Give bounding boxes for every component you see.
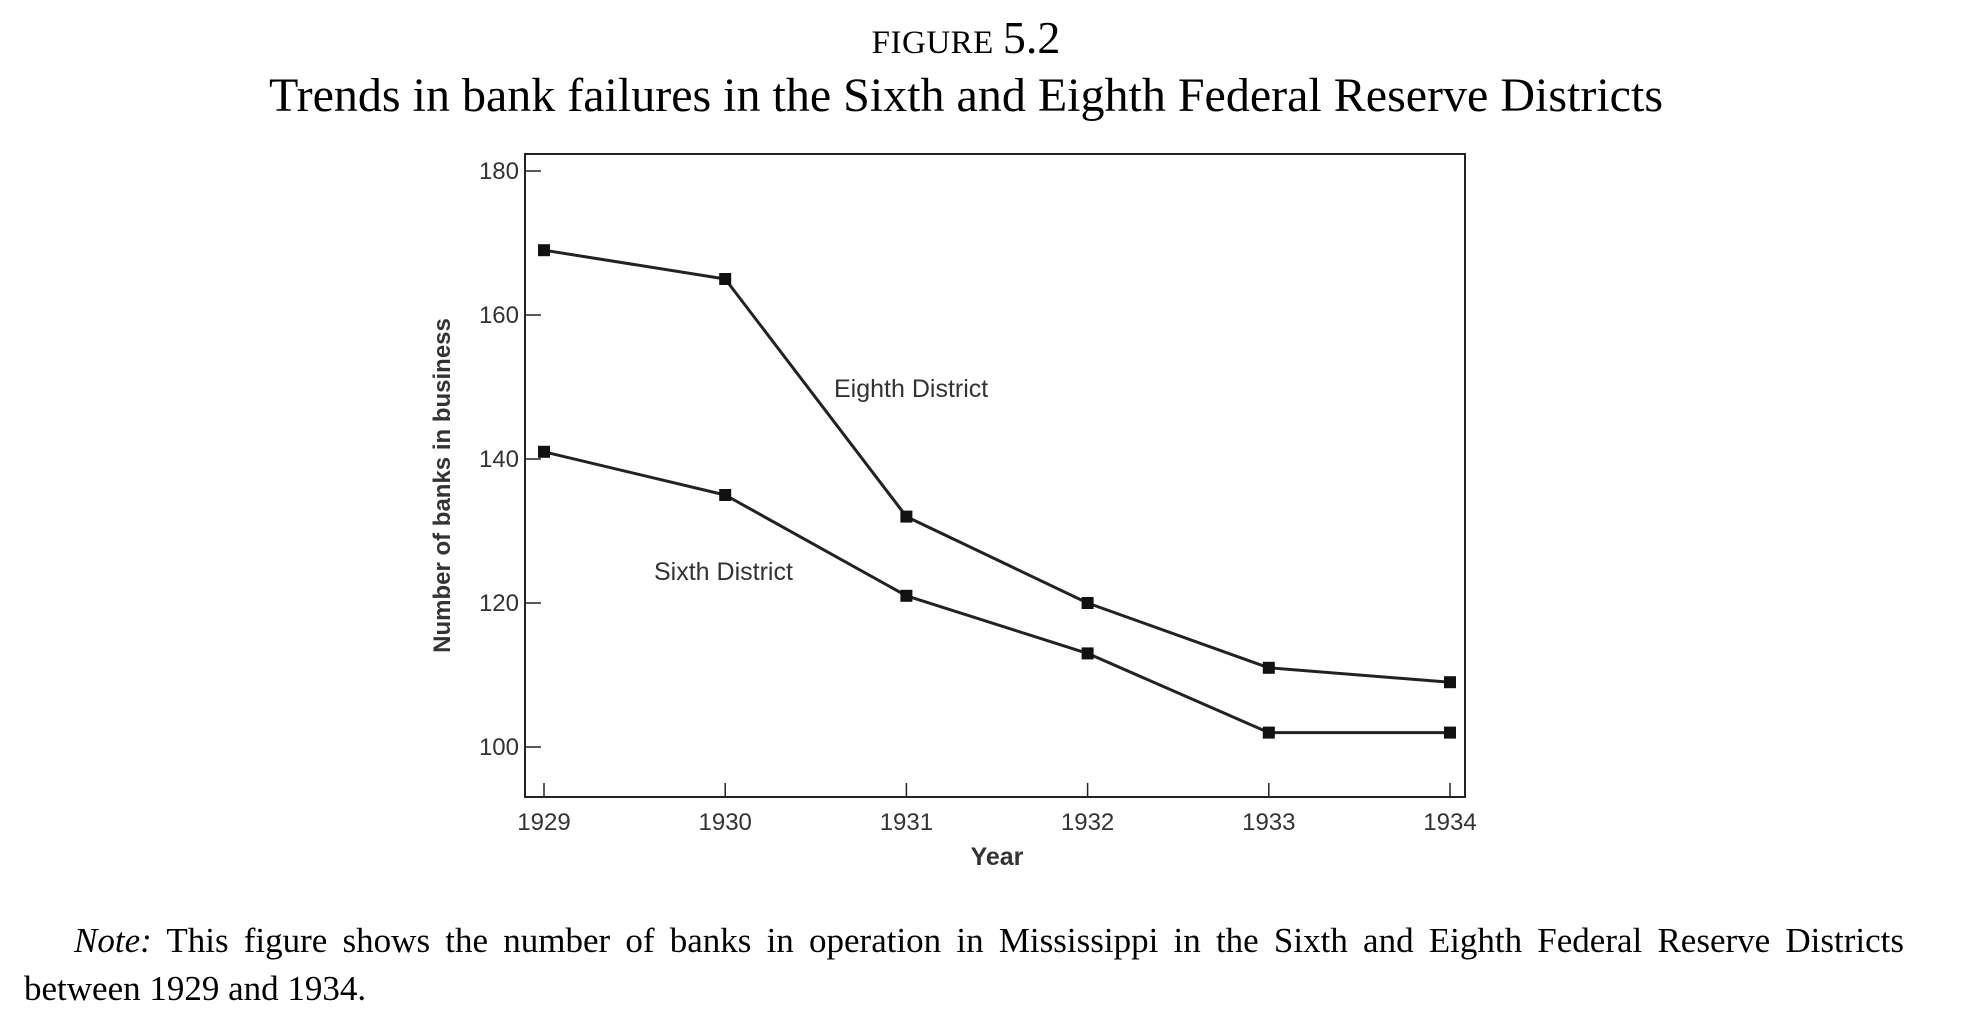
data-point-eighth-district — [719, 273, 732, 285]
data-point-eighth-district — [900, 510, 913, 523]
data-point-sixth-district — [1262, 726, 1275, 739]
figure-note: Note: This figure shows the number of ba… — [24, 917, 1904, 1013]
x-tick-label: 1930 — [699, 809, 752, 836]
y-tick-label: 180 — [479, 158, 519, 185]
x-tick-label: 1932 — [1061, 809, 1114, 836]
line-chart: 100 120 140 160 180 1929 1930 1931 1932 1933 1934 Y… — [429, 153, 1477, 871]
x-axis-label: Year — [971, 843, 1024, 871]
data-point-eighth-district — [1444, 676, 1456, 689]
y-tick-label: 120 — [479, 590, 519, 617]
figure-label-word: FIGURE — [871, 25, 994, 61]
plot-frame — [524, 153, 1466, 798]
figure-label-number: 5.2 — [1002, 12, 1061, 63]
series-label-eighth-district: Eighth District — [834, 375, 988, 403]
data-point-eighth-district — [538, 244, 550, 257]
series-line-eighth-district — [543, 248, 1451, 684]
x-tick-label: 1933 — [1242, 809, 1295, 836]
y-tick-label: 140 — [479, 446, 519, 473]
x-tick-label: 1934 — [1423, 809, 1476, 836]
data-point-eighth-district — [1262, 661, 1275, 674]
data-point-eighth-district — [1081, 597, 1094, 609]
data-point-sixth-district — [719, 489, 732, 501]
y-tick-label: 100 — [479, 734, 519, 761]
figure-number: FIGURE 5.2 — [0, 14, 1932, 67]
data-point-sixth-district — [1081, 647, 1094, 660]
data-point-sixth-district — [538, 445, 550, 458]
y-tick-label: 160 — [479, 302, 519, 329]
x-tick-label: 1931 — [880, 809, 933, 836]
x-tick-label: 1929 — [517, 809, 570, 836]
data-point-sixth-district — [900, 589, 913, 602]
data-point-sixth-district — [1444, 726, 1456, 739]
y-axis-label: Number of banks in business — [429, 318, 456, 653]
note-label: Note: — [74, 921, 152, 960]
series-label-sixth-district: Sixth District — [654, 558, 793, 586]
note-text: This figure shows the number of banks in… — [24, 921, 1904, 1008]
series-line-sixth-district — [543, 450, 1450, 735]
figure-title: Trends in bank failures in the Sixth and… — [269, 69, 1663, 122]
